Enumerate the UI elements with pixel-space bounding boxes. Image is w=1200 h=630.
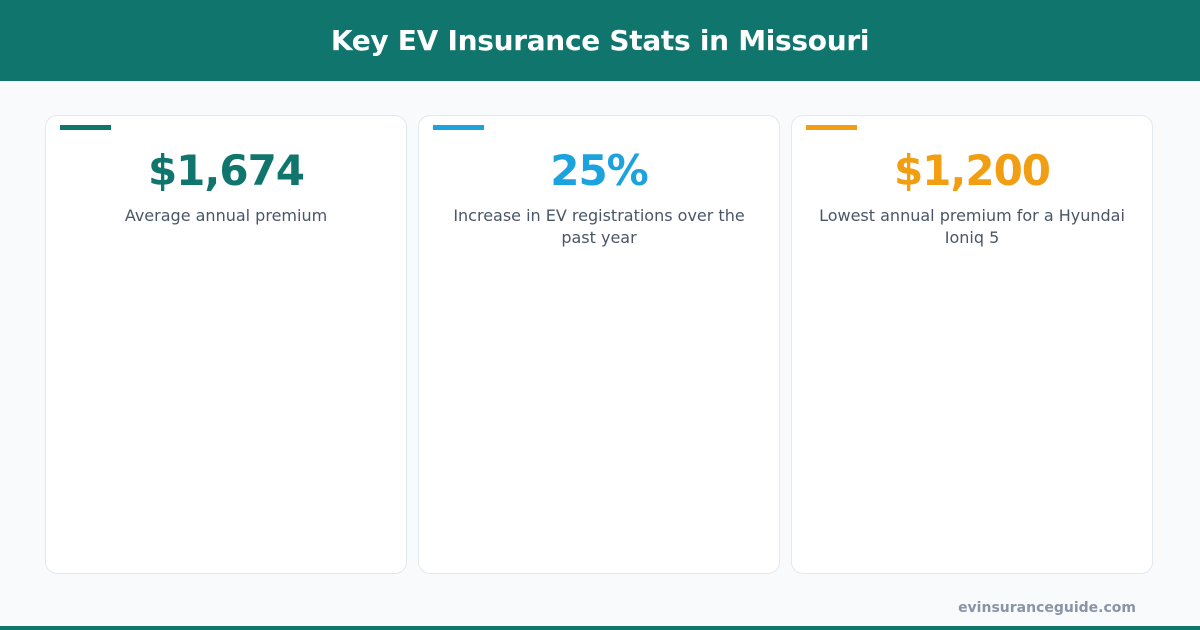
stat-value: 25% bbox=[550, 146, 649, 195]
stat-label: Increase in EV registrations over the pa… bbox=[453, 206, 745, 247]
stat-label: Lowest annual premium for a Hyundai Ioni… bbox=[819, 206, 1125, 247]
bottom-accent-bar bbox=[0, 626, 1200, 630]
header-banner: Key EV Insurance Stats in Missouri bbox=[0, 0, 1200, 81]
page-title: Key EV Insurance Stats in Missouri bbox=[330, 24, 870, 57]
stat-value: $1,200 bbox=[893, 146, 1051, 195]
stat-card-registration-increase: 25% Increase in EV registrations over th… bbox=[418, 115, 780, 574]
stat-label: Average annual premium bbox=[124, 206, 328, 225]
stat-card-lowest-premium: $1,200 Lowest annual premium for a Hyund… bbox=[791, 115, 1153, 574]
site-attribution: evinsuranceguide.com bbox=[958, 600, 1136, 616]
stat-card-average-premium: $1,674 Average annual premium bbox=[45, 115, 407, 574]
accent-bar bbox=[806, 125, 857, 130]
stat-value: $1,674 bbox=[147, 146, 305, 195]
accent-bar bbox=[433, 125, 484, 130]
accent-bar bbox=[60, 125, 111, 130]
